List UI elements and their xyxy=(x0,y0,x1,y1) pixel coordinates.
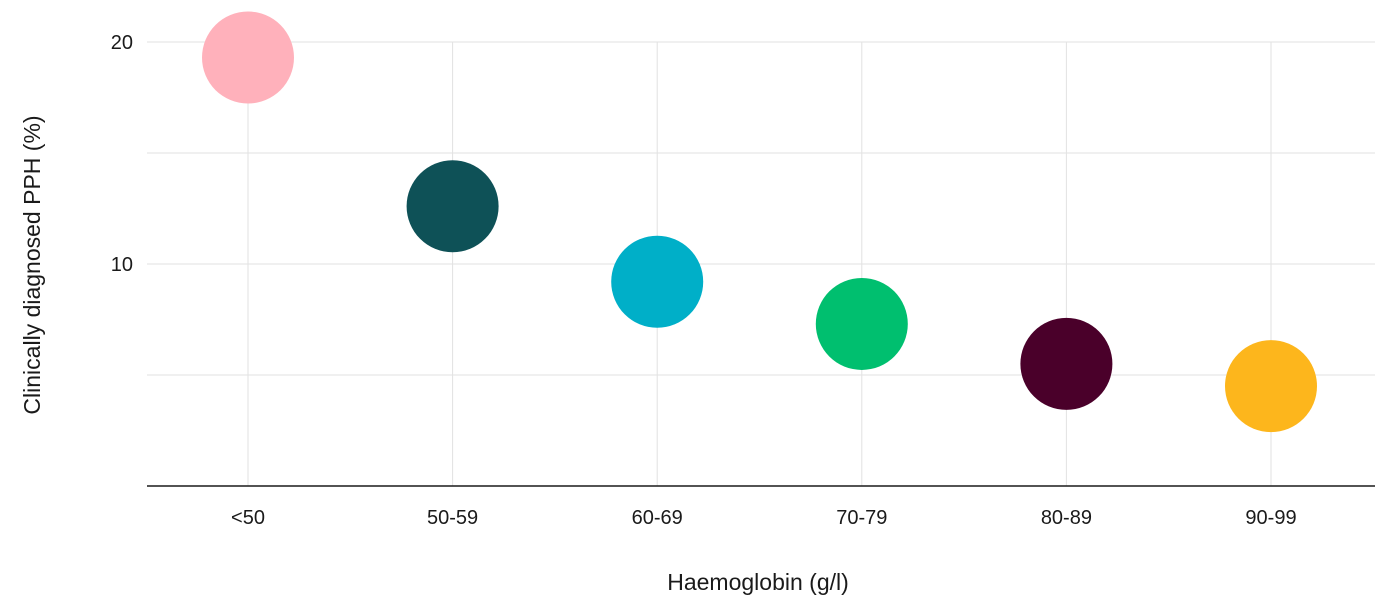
x-axis-ticks: <50 50-59 60-69 70-79 80-89 90-99 xyxy=(231,507,1297,529)
data-point xyxy=(1020,317,1113,410)
data-point xyxy=(202,11,294,104)
data-point xyxy=(611,235,704,328)
data-point xyxy=(406,160,499,253)
grid-lines xyxy=(147,41,1375,486)
y-tick-label: 10 xyxy=(111,254,133,276)
x-tick-label: 70-79 xyxy=(836,507,887,529)
x-tick-label: 60-69 xyxy=(632,507,683,529)
data-points xyxy=(202,11,1317,433)
x-tick-label: 50-59 xyxy=(427,507,478,529)
x-axis-title: Haemoglobin (g/l) xyxy=(667,569,849,595)
y-axis-ticks: 10 20 xyxy=(111,32,133,276)
data-point xyxy=(815,277,908,370)
x-tick-label: 90-99 xyxy=(1245,507,1296,529)
y-axis-title: Clinically diagnosed PPH (%) xyxy=(19,115,45,414)
x-tick-label: <50 xyxy=(231,507,265,529)
x-tick-label: 80-89 xyxy=(1041,507,1092,529)
y-tick-label: 20 xyxy=(111,32,133,54)
data-point xyxy=(1225,340,1317,433)
